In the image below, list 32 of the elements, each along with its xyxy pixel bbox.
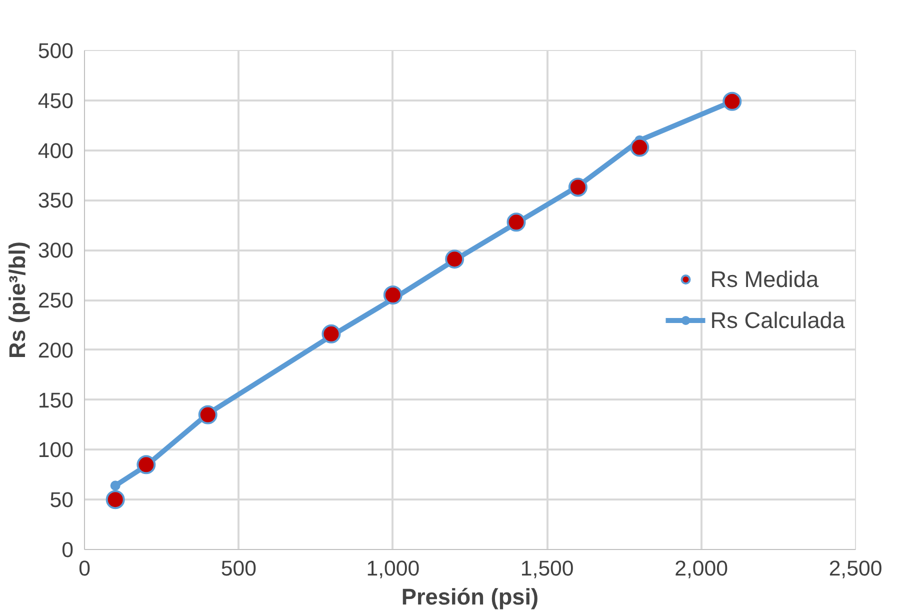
- x-axis-title: Presión (psi): [401, 584, 539, 610]
- y-axis-title: Rs (pie³/bl): [4, 241, 30, 359]
- y-tick-label: 300: [38, 238, 74, 263]
- point: [722, 92, 742, 111]
- y-tick-label: 0: [62, 538, 74, 562]
- x-tick-label: 500: [220, 556, 257, 580]
- x-tick-label: 0: [78, 556, 91, 580]
- legend-label: Rs Calculada: [710, 306, 845, 334]
- point: [322, 324, 341, 344]
- point: [136, 455, 156, 474]
- y-tick-label: 500: [38, 39, 74, 63]
- point: [445, 250, 464, 269]
- y-tick-label: 350: [38, 188, 74, 213]
- point: [106, 490, 125, 510]
- x-tick-label: 1,500: [520, 556, 574, 580]
- point: [198, 405, 218, 424]
- y-tick-label: 100: [38, 438, 74, 462]
- point: [506, 212, 526, 232]
- y-tick-label: 400: [38, 138, 74, 163]
- point: [383, 286, 402, 304]
- point: [568, 178, 588, 197]
- y-tick-label: 50: [50, 488, 74, 512]
- y-tick-label: 150: [38, 388, 74, 412]
- x-tick-label: 2,500: [828, 556, 882, 580]
- x-tick-label: 2,000: [674, 556, 728, 580]
- x-tick-label: 1,000: [366, 556, 420, 580]
- y-tick-label: 250: [38, 288, 74, 312]
- point: [630, 138, 650, 157]
- legend-label: Rs Medida: [710, 266, 819, 292]
- point: [110, 480, 120, 491]
- y-tick-label: 450: [38, 88, 74, 113]
- y-tick-label: 200: [38, 338, 74, 362]
